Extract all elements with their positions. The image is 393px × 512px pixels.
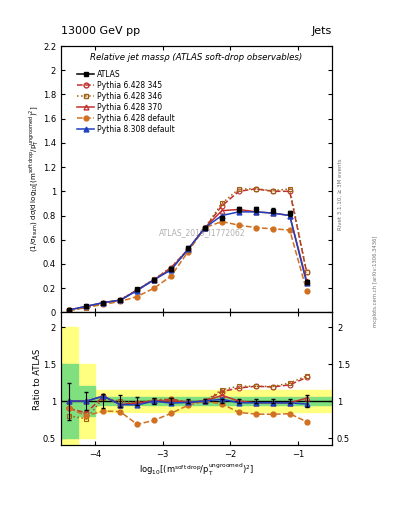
Y-axis label: Ratio to ATLAS: Ratio to ATLAS (33, 348, 42, 410)
Legend: ATLAS, Pythia 6.428 345, Pythia 6.428 346, Pythia 6.428 370, Pythia 6.428 defaul: ATLAS, Pythia 6.428 345, Pythia 6.428 34… (75, 69, 176, 135)
X-axis label: log$_{10}$[(m$^{\mathrm{soft\,drop}}$/p$_{\mathrm{T}}^{\mathrm{ungroomed}}$)$^2$: log$_{10}$[(m$^{\mathrm{soft\,drop}}$/p$… (139, 462, 254, 478)
Text: Jets: Jets (312, 26, 332, 36)
Text: mcplots.cern.ch [arXiv:1306.3436]: mcplots.cern.ch [arXiv:1306.3436] (373, 236, 378, 327)
Text: Relative jet massρ (ATLAS soft-drop observables): Relative jet massρ (ATLAS soft-drop obse… (90, 53, 303, 62)
Y-axis label: (1/σ$_{\mathrm{fisum}}$) dσ/d log$_{10}$[(m$^{\mathrm{soft\,drop}}$/p$_{\mathrm{: (1/σ$_{\mathrm{fisum}}$) dσ/d log$_{10}$… (28, 106, 41, 252)
Text: 13000 GeV pp: 13000 GeV pp (61, 26, 140, 36)
Text: ATLAS_2019_I1772062: ATLAS_2019_I1772062 (159, 228, 245, 237)
Text: Rivet 3.1.10, ≥ 3M events: Rivet 3.1.10, ≥ 3M events (338, 159, 342, 230)
